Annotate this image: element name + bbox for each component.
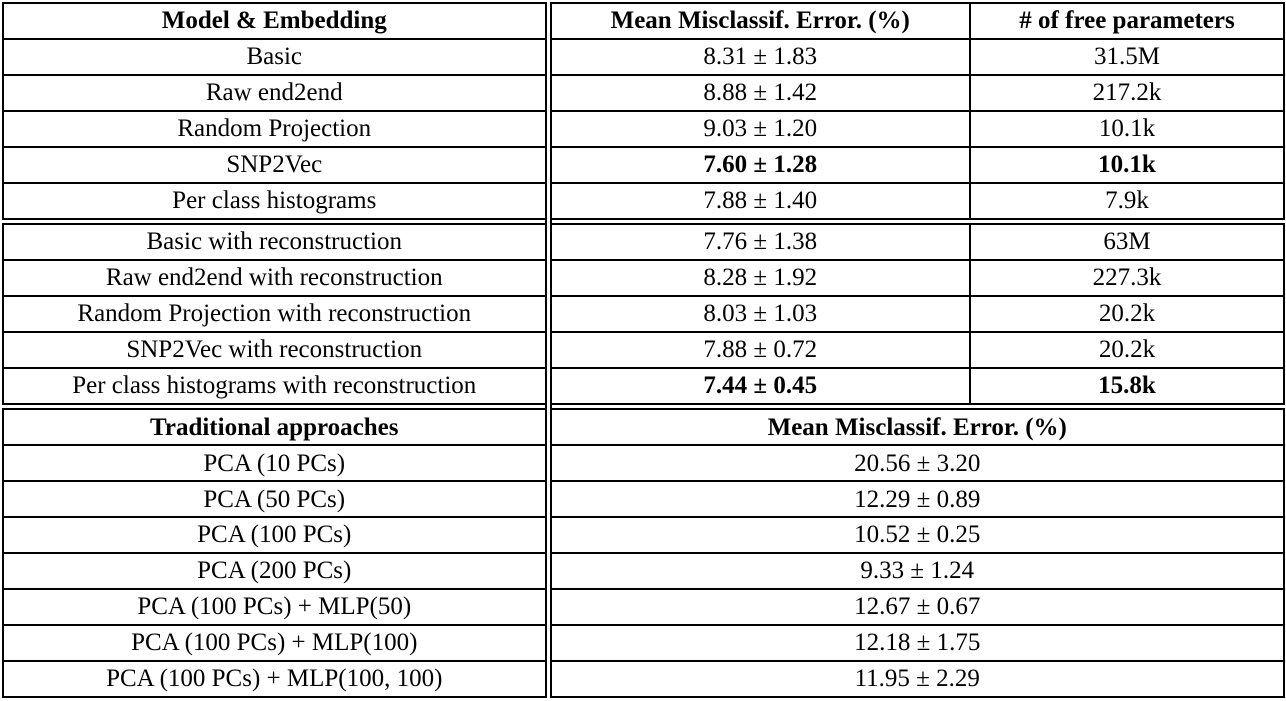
params-cell: 20.2k <box>969 330 1285 369</box>
table-row: Basic 8.31 ± 1.83 31.5M <box>2 37 1285 76</box>
table-row: Random Projection 9.03 ± 1.20 10.1k <box>2 109 1285 148</box>
error-cell: 8.28 ± 1.92 <box>544 259 971 298</box>
model-cell: Per class histograms with reconstruction <box>2 366 549 408</box>
error-cell: 11.95 ± 2.29 <box>544 659 1285 699</box>
error-cell: 9.03 ± 1.20 <box>544 109 971 148</box>
table-row: PCA (100 PCs) + MLP(100) 12.18 ± 1.75 <box>2 624 1285 662</box>
table-row: Raw end2end 8.88 ± 1.42 217.2k <box>2 73 1285 112</box>
error-cell: 8.31 ± 1.83 <box>544 37 971 76</box>
error-cell: 12.18 ± 1.75 <box>544 624 1285 662</box>
params-cell: 217.2k <box>969 73 1285 112</box>
table-header-row: Traditional approaches Mean Misclassif. … <box>2 403 1285 447</box>
error-cell: 7.76 ± 1.38 <box>544 217 971 262</box>
error-cell: 8.88 ± 1.42 <box>544 73 971 112</box>
table-row: Random Projection with reconstruction 8.… <box>2 295 1285 333</box>
error-cell: 7.88 ± 1.40 <box>544 181 971 223</box>
params-cell: 20.2k <box>969 295 1285 333</box>
table-row: SNP2Vec 7.60 ± 1.28 10.1k <box>2 145 1285 184</box>
model-cell: PCA (10 PCs) <box>2 444 549 483</box>
table-header-row: Model & Embedding Mean Misclassif. Error… <box>2 2 1285 40</box>
params-cell: 7.9k <box>969 181 1285 223</box>
table-row: PCA (100 PCs) + MLP(50) 12.67 ± 0.67 <box>2 588 1285 627</box>
table-row: PCA (200 PCs) 9.33 ± 1.24 <box>2 552 1285 591</box>
model-cell: Random Projection with reconstruction <box>2 295 549 333</box>
model-cell: Basic <box>2 37 549 76</box>
col-header-error: Mean Misclassif. Error. (%) <box>544 2 971 40</box>
model-cell: PCA (100 PCs) + MLP(50) <box>2 588 549 627</box>
error-cell: 10.52 ± 0.25 <box>544 516 1285 555</box>
model-cell: Raw end2end with reconstruction <box>2 259 549 298</box>
error-cell: 7.44 ± 0.45 <box>544 366 971 408</box>
table-row: PCA (10 PCs) 20.56 ± 3.20 <box>2 444 1285 483</box>
col-header-params: # of free parameters <box>969 2 1285 40</box>
model-cell: SNP2Vec <box>2 145 549 184</box>
model-cell: Raw end2end <box>2 73 549 112</box>
model-cell: PCA (100 PCs) <box>2 516 549 555</box>
table-row: PCA (50 PCs) 12.29 ± 0.89 <box>2 480 1285 519</box>
model-cell: Per class histograms <box>2 181 549 223</box>
params-cell: 10.1k <box>969 145 1285 184</box>
error-cell: 12.29 ± 0.89 <box>544 480 1285 519</box>
table-row: PCA (100 PCs) 10.52 ± 0.25 <box>2 516 1285 555</box>
table-row: Per class histograms with reconstruction… <box>2 366 1285 408</box>
traditional-header: Traditional approaches <box>2 403 549 447</box>
params-cell: 10.1k <box>969 109 1285 148</box>
error-cell: 9.33 ± 1.24 <box>544 552 1285 591</box>
model-cell: Basic with reconstruction <box>2 217 549 262</box>
model-cell: PCA (100 PCs) + MLP(100) <box>2 624 549 662</box>
col-header-model: Model & Embedding <box>2 2 549 40</box>
error-cell: 7.60 ± 1.28 <box>544 145 971 184</box>
params-cell: 15.8k <box>969 366 1285 408</box>
model-cell: SNP2Vec with reconstruction <box>2 330 549 369</box>
table-row: Basic with reconstruction 7.76 ± 1.38 63… <box>2 217 1285 262</box>
params-cell: 227.3k <box>969 259 1285 298</box>
traditional-error-header: Mean Misclassif. Error. (%) <box>544 403 1285 447</box>
model-cell: PCA (50 PCs) <box>2 480 549 519</box>
error-cell: 20.56 ± 3.20 <box>544 444 1285 483</box>
model-cell: PCA (100 PCs) + MLP(100, 100) <box>2 659 549 699</box>
model-cell: Random Projection <box>2 109 549 148</box>
table-row: SNP2Vec with reconstruction 7.88 ± 0.72 … <box>2 330 1285 369</box>
table-row: PCA (100 PCs) + MLP(100, 100) 11.95 ± 2.… <box>2 659 1285 699</box>
error-cell: 8.03 ± 1.03 <box>544 295 971 333</box>
error-cell: 12.67 ± 0.67 <box>544 588 1285 627</box>
error-cell: 7.88 ± 0.72 <box>544 330 971 369</box>
model-cell: PCA (200 PCs) <box>2 552 549 591</box>
table-row: Raw end2end with reconstruction 8.28 ± 1… <box>2 259 1285 298</box>
params-cell: 31.5M <box>969 37 1285 76</box>
table-row: Per class histograms 7.88 ± 1.40 7.9k <box>2 181 1285 223</box>
params-cell: 63M <box>969 217 1285 262</box>
